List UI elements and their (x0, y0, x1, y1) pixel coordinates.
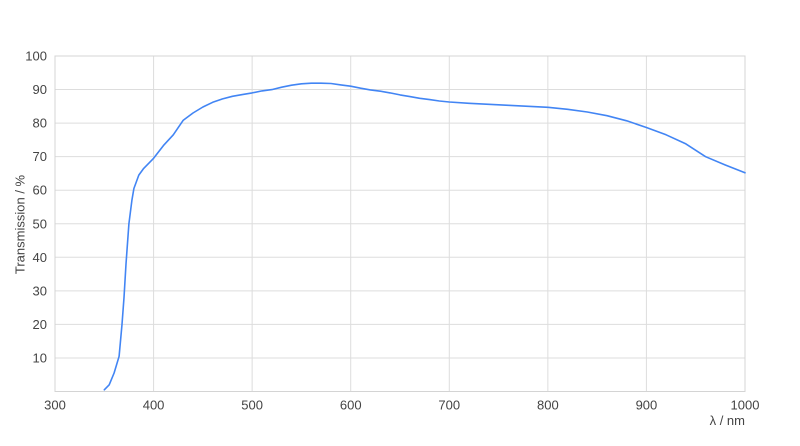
y-tick-label: 100 (25, 49, 47, 64)
y-tick-label: 90 (33, 82, 47, 97)
y-tick-label: 70 (33, 149, 47, 164)
y-axis-title: Transmission / % (12, 174, 28, 275)
x-tick-label: 600 (340, 398, 362, 413)
x-tick-label: 400 (143, 398, 165, 413)
plot-border (54, 55, 746, 392)
x-tick-label: 1000 (731, 398, 760, 413)
tick-labels: 10 20 30 40 50 60 70 80 90 100 300 400 500 600 700 800 9… (25, 49, 759, 413)
x-tick-label: 300 (44, 398, 66, 413)
y-tick-label: 80 (33, 116, 47, 131)
y-tick-label: 20 (33, 317, 47, 332)
y-tick-label: 40 (33, 250, 47, 265)
y-tick-label: 10 (33, 350, 47, 365)
y-tick-label: 30 (33, 283, 47, 298)
transmission-curve (103, 82, 746, 391)
x-axis-title: λ / nm (709, 413, 745, 428)
x-tick-label: 900 (636, 398, 658, 413)
y-tick-label: 50 (33, 216, 47, 231)
x-tick-label: 700 (438, 398, 460, 413)
gridlines (54, 55, 746, 392)
x-tick-label: 500 (241, 398, 263, 413)
x-tick-label: 800 (537, 398, 559, 413)
y-tick-label: 60 (33, 183, 47, 198)
